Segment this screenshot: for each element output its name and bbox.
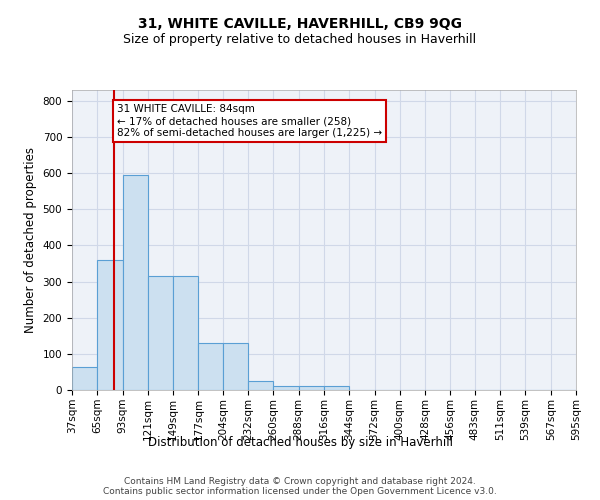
Bar — [122, 175, 148, 390]
Bar — [299, 386, 324, 390]
Text: Contains HM Land Registry data © Crown copyright and database right 2024.: Contains HM Land Registry data © Crown c… — [124, 476, 476, 486]
Bar — [274, 386, 299, 390]
Text: 31, WHITE CAVILLE, HAVERHILL, CB9 9QG: 31, WHITE CAVILLE, HAVERHILL, CB9 9QG — [138, 18, 462, 32]
Text: Contains public sector information licensed under the Open Government Licence v3: Contains public sector information licen… — [103, 486, 497, 496]
Text: 31 WHITE CAVILLE: 84sqm
← 17% of detached houses are smaller (258)
82% of semi-d: 31 WHITE CAVILLE: 84sqm ← 17% of detache… — [117, 104, 382, 138]
Bar — [199, 343, 223, 390]
Bar — [248, 381, 274, 390]
Bar — [223, 343, 248, 390]
Text: Size of property relative to detached houses in Haverhill: Size of property relative to detached ho… — [124, 32, 476, 46]
Bar — [148, 276, 173, 390]
Bar — [324, 386, 349, 390]
Bar — [97, 260, 122, 390]
Bar — [72, 366, 97, 390]
Text: Distribution of detached houses by size in Haverhill: Distribution of detached houses by size … — [148, 436, 452, 449]
Y-axis label: Number of detached properties: Number of detached properties — [24, 147, 37, 333]
Bar — [173, 276, 199, 390]
